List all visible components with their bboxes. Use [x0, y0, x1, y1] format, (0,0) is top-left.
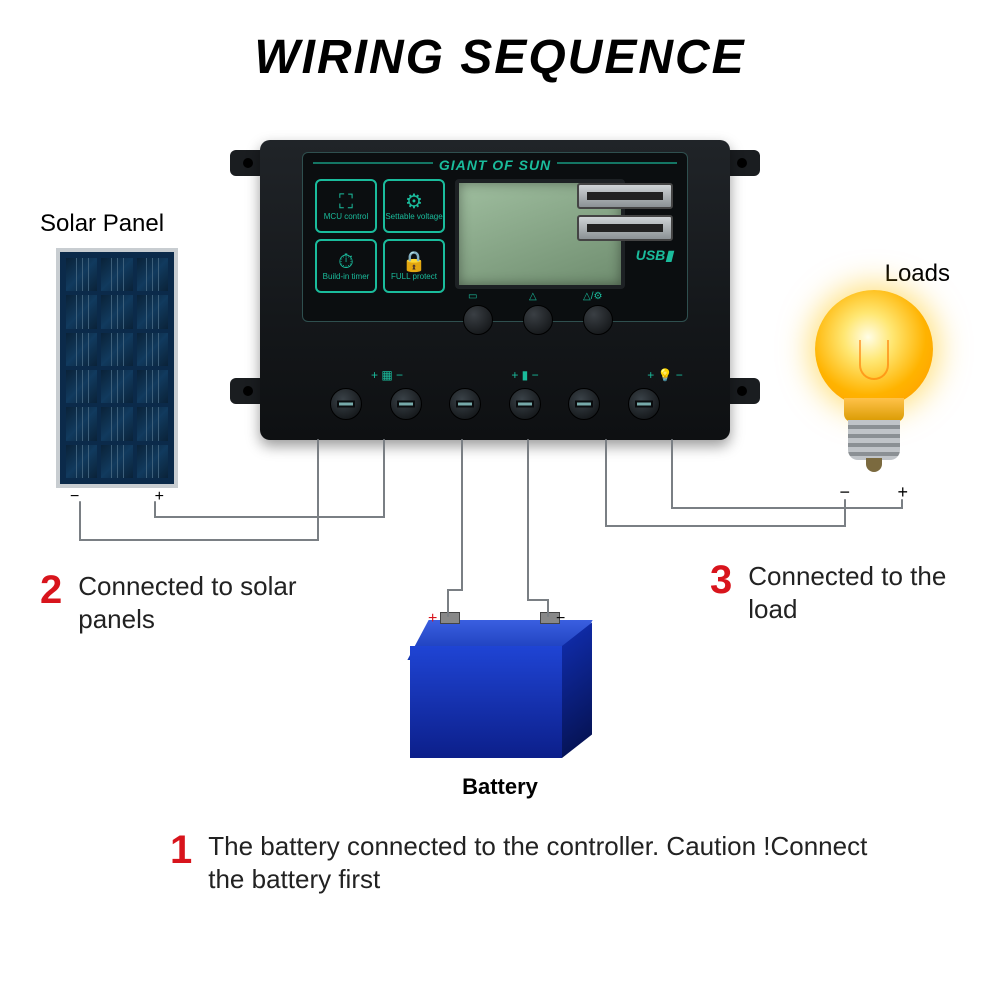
- light-bulb: [814, 290, 934, 480]
- terminal-batt-pos[interactable]: [449, 388, 481, 420]
- solar-panel-signs: − +: [56, 488, 178, 502]
- step-2: 2 Connected to solar panels: [40, 570, 340, 635]
- clock-icon: ⏱: [338, 252, 354, 272]
- step-number: 1: [170, 830, 192, 870]
- page-title: WIRING SEQUENCE: [0, 30, 1000, 85]
- solar-panel: [56, 248, 178, 488]
- step-number: 2: [40, 570, 62, 610]
- terminal-label-solar: + ▦ −: [332, 368, 442, 382]
- solar-panel-label: Solar Panel: [40, 210, 164, 238]
- gear-icon: ⚙: [405, 192, 423, 212]
- mode-button[interactable]: [583, 305, 613, 335]
- terminal-solar-pos[interactable]: [330, 388, 362, 420]
- terminal-solar-neg[interactable]: [390, 388, 422, 420]
- terminal-load-pos[interactable]: [568, 388, 600, 420]
- feature-label: MCU control: [324, 212, 368, 221]
- solar-neg: −: [70, 488, 79, 502]
- usb-port-1[interactable]: [577, 183, 673, 209]
- step-3: 3 Connected to the load: [710, 560, 970, 625]
- feature-label: FULL protect: [391, 272, 437, 281]
- usb-label: USB▮: [577, 247, 673, 264]
- usb-port-2[interactable]: [577, 215, 673, 241]
- feature-voltage: ⚙ Settable voltage: [383, 179, 445, 233]
- battery-neg: −: [556, 610, 565, 628]
- terminal-load-neg[interactable]: [628, 388, 660, 420]
- loads-label: Loads: [885, 260, 950, 288]
- button-symbol: △: [529, 291, 537, 302]
- step-number: 3: [710, 560, 732, 600]
- feature-mcu: ⛶ MCU control: [315, 179, 377, 233]
- battery-pos: +: [428, 610, 437, 628]
- battery: [410, 620, 590, 760]
- terminal-label-load: + 💡 −: [610, 368, 720, 382]
- controller-brand: GIANT OF SUN: [303, 157, 687, 173]
- chip-icon: ⛶: [339, 192, 353, 212]
- lock-icon: 🔒: [402, 252, 427, 272]
- menu-button[interactable]: [463, 305, 493, 335]
- terminal-strip: [330, 388, 660, 420]
- feature-label: Settable voltage: [385, 212, 442, 221]
- feature-timer: ⏱ Build-in timer: [315, 239, 377, 293]
- button-symbol: ▭: [468, 291, 477, 302]
- terminal-batt-neg[interactable]: [509, 388, 541, 420]
- bulb-neg: −: [839, 482, 850, 503]
- terminal-label-battery: + ▮ −: [470, 368, 580, 382]
- step-text: Connected to solar panels: [78, 571, 296, 634]
- step-text: Connected to the load: [748, 561, 946, 624]
- solar-pos: +: [155, 488, 164, 502]
- step-1: 1 The battery connected to the controlle…: [170, 830, 870, 895]
- step-text: The battery connected to the controller.…: [208, 831, 867, 894]
- feature-label: Build-in timer: [323, 272, 370, 281]
- battery-terminal-pos: [440, 612, 460, 624]
- up-button[interactable]: [523, 305, 553, 335]
- battery-label: Battery: [0, 774, 1000, 800]
- button-symbol: △/⚙: [583, 291, 602, 302]
- feature-protect: 🔒 FULL protect: [383, 239, 445, 293]
- controller-body: GIANT OF SUN ⛶ MCU control ⚙ Settable vo…: [260, 140, 730, 440]
- controller-face: GIANT OF SUN ⛶ MCU control ⚙ Settable vo…: [302, 152, 688, 322]
- bulb-pos: +: [897, 482, 908, 503]
- charge-controller: GIANT OF SUN ⛶ MCU control ⚙ Settable vo…: [230, 140, 760, 440]
- usb-block: USB▮: [577, 183, 673, 264]
